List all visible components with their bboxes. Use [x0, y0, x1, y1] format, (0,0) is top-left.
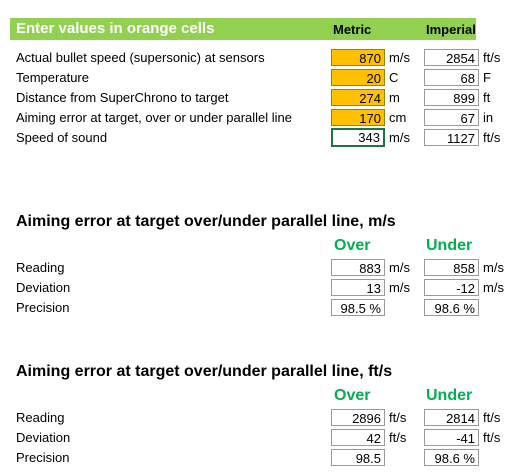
metric-speed-of-sound-cell[interactable]: 343 [331, 128, 385, 147]
section-ms-deviation-label: Deviation [16, 280, 71, 295]
imperial-aiming-error-cell[interactable]: 67 [424, 109, 479, 126]
section-fts-reading-over-unit: ft/s [389, 410, 407, 425]
metric-distance-cell[interactable]: 274 [331, 89, 385, 106]
section-ms-reading-label: Reading [16, 260, 65, 275]
metric-aiming-error-unit: cm [389, 110, 407, 125]
section-fts-under-header: Under [426, 387, 473, 404]
imperial-column-header: Imperial [426, 22, 476, 37]
metric-bullet-speed-cell[interactable]: 870 [331, 49, 385, 66]
metric-temperature-cell[interactable]: 20 [331, 69, 385, 86]
imperial-bullet-speed-cell[interactable]: 2854 [424, 49, 479, 66]
metric-temperature-unit: C [389, 70, 399, 85]
section-fts-deviation-over-unit: ft/s [389, 430, 407, 445]
imperial-distance-unit: ft [483, 90, 491, 105]
section-ms-reading-over-cell[interactable]: 883 [331, 259, 385, 276]
section-ms-deviation-under-unit: m/s [483, 280, 504, 295]
section-fts-precision-over-cell[interactable]: 98.5 [331, 449, 385, 466]
header-title: Enter values in orange cells [16, 20, 215, 37]
section-fts-deviation-under-unit: ft/s [483, 430, 501, 445]
imperial-temperature-unit: F [483, 70, 491, 85]
metric-bullet-speed-unit: m/s [389, 50, 410, 65]
section-ms-precision-label: Precision [16, 300, 70, 315]
section-ms-over-header: Over [334, 237, 371, 254]
input-label-bullet-speed: Actual bullet speed (supersonic) at sens… [16, 50, 265, 65]
section-fts-deviation-under-cell[interactable]: -41 [424, 429, 479, 446]
section-ms-reading-under-cell[interactable]: 858 [424, 259, 479, 276]
imperial-speed-of-sound-cell[interactable]: 1127 [424, 129, 479, 146]
input-label-distance: Distance from SuperChrono to target [16, 90, 229, 105]
section-fts-reading-under-unit: ft/s [483, 410, 501, 425]
section-ms-deviation-over-cell[interactable]: 13 [331, 279, 385, 296]
section-ms-precision-over-cell[interactable]: 98.5 % [331, 299, 385, 316]
section-ms-reading-under-unit: m/s [483, 260, 504, 275]
section-fts-precision-under-cell[interactable]: 98.6 % [424, 449, 479, 466]
section-fts-deviation-over-cell[interactable]: 42 [331, 429, 385, 446]
metric-speed-of-sound-unit: m/s [389, 130, 410, 145]
input-label-speed-of-sound: Speed of sound [16, 130, 108, 145]
section-fts-reading-label: Reading [16, 410, 65, 425]
section-ms-deviation-under-cell[interactable]: -12 [424, 279, 479, 296]
metric-column-header: Metric [333, 22, 372, 37]
section-ms-reading-over-unit: m/s [389, 260, 410, 275]
section-fts-over-header: Over [334, 387, 371, 404]
input-label-temperature: Temperature [16, 70, 89, 85]
header-bar [10, 18, 476, 40]
section-ms-precision-under-cell[interactable]: 98.6 % [424, 299, 479, 316]
imperial-temperature-cell[interactable]: 68 [424, 69, 479, 86]
section-fts-precision-label: Precision [16, 450, 70, 465]
section-fts-reading-over-cell[interactable]: 2896 [331, 409, 385, 426]
section-ms-title: Aiming error at target over/under parall… [16, 213, 396, 230]
metric-distance-unit: m [389, 90, 400, 105]
section-ms-under-header: Under [426, 237, 473, 254]
section-fts-deviation-label: Deviation [16, 430, 71, 445]
section-ms-deviation-over-unit: m/s [389, 280, 410, 295]
imperial-distance-cell[interactable]: 899 [424, 89, 479, 106]
metric-aiming-error-cell[interactable]: 170 [331, 109, 385, 126]
section-fts-title: Aiming error at target over/under parall… [16, 363, 393, 380]
imperial-bullet-speed-unit: ft/s [483, 50, 501, 65]
imperial-speed-of-sound-unit: ft/s [483, 130, 501, 145]
imperial-aiming-error-unit: in [483, 110, 494, 125]
section-fts-reading-under-cell[interactable]: 2814 [424, 409, 479, 426]
input-label-aiming-error: Aiming error at target, over or under pa… [16, 110, 293, 125]
